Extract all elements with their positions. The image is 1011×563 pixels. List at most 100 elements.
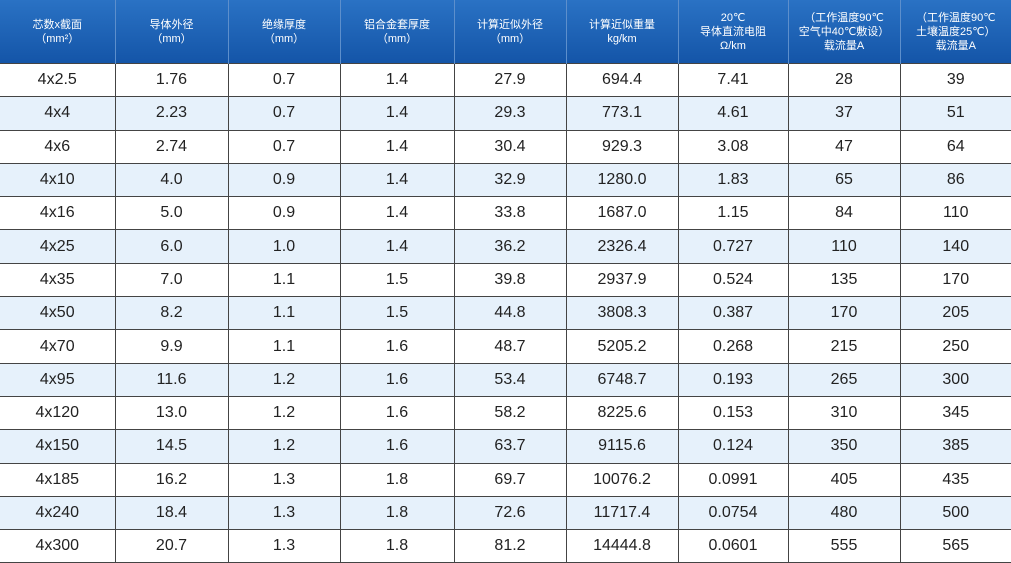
table-cell: 4x25: [0, 229, 116, 264]
table-cell: 310: [787, 395, 901, 431]
table-cell: 1.3: [227, 495, 341, 531]
table-cell: 3808.3: [565, 296, 679, 331]
header-cell: 计算近似外径 （mm）: [453, 0, 566, 64]
table-cell: 32.9: [453, 162, 567, 198]
table-cell: 7.41: [677, 62, 789, 98]
table-cell: 28: [787, 62, 901, 98]
table-cell: 4x95: [0, 362, 116, 397]
table-cell: 0.7: [227, 129, 341, 164]
table-cell: 64: [899, 129, 1011, 164]
table-cell: 0.727: [677, 229, 789, 264]
table-cell: 58.2: [453, 395, 567, 431]
header-line: 载流量A: [823, 39, 865, 52]
table-cell: 1.3: [227, 529, 341, 563]
table-cell: 1.6: [339, 362, 455, 397]
table-cell: 4x10: [0, 162, 116, 198]
header-line: 芯数x截面: [32, 18, 83, 31]
table-cell: 345: [899, 395, 1011, 431]
table-cell: 140: [899, 229, 1011, 264]
table-cell: 69.7: [453, 462, 567, 497]
table-cell: 4.0: [114, 162, 229, 198]
table-cell: 4x120: [0, 395, 116, 431]
table-cell: 5.0: [114, 196, 229, 231]
table-row: 4x300 20.7 1.3 1.8 81.2 14444.8 0.0601 555 565: [0, 529, 1011, 563]
header-line: kg/km: [607, 32, 637, 45]
header-line: 载流量A: [935, 39, 976, 52]
table-cell: 0.9: [227, 196, 341, 231]
table-cell: 1.6: [339, 429, 455, 464]
table-row: 4x185 16.2 1.3 1.8 69.7 10076.2 0.0991 405 435: [0, 462, 1011, 497]
table-cell: 1.8: [339, 495, 455, 531]
table-cell: 53.4: [453, 362, 567, 397]
table-cell: 1.0: [227, 229, 341, 264]
table-cell: 1.4: [339, 229, 455, 264]
table-cell: 435: [899, 462, 1011, 497]
table-row: 4x240 18.4 1.3 1.8 72.6 11717.4 0.0754 480 500: [0, 495, 1011, 531]
table-cell: 4x185: [0, 462, 116, 497]
table-cell: 405: [787, 462, 901, 497]
header-cell: 计算近似重量 kg/km: [565, 0, 678, 64]
header-cell: 20℃ 导体直流电阻 Ω/km: [677, 0, 788, 64]
table-cell: 4x240: [0, 495, 116, 531]
table-cell: 11717.4: [565, 495, 679, 531]
table-cell: 2.74: [114, 129, 229, 164]
header-cell: （工作温度90℃ 空气中40℃敷设） 载流量A: [787, 0, 900, 64]
header-cell: 导体外径 （mm）: [114, 0, 228, 64]
table-cell: 4x4: [0, 96, 116, 131]
table-cell: 9115.6: [565, 429, 679, 464]
table-row: 4x10 4.0 0.9 1.4 32.9 1280.0 1.83 65 86: [0, 162, 1011, 198]
table-cell: 1.6: [339, 329, 455, 364]
header-cell: （工作温度90℃ 土壤温度25℃） 载流量A: [899, 0, 1011, 64]
table-cell: 6748.7: [565, 362, 679, 397]
header-line: 导体外径: [149, 18, 194, 31]
table-cell: 300: [899, 362, 1011, 397]
table-row: 4x6 2.74 0.7 1.4 30.4 929.3 3.08 47 64: [0, 129, 1011, 164]
table-cell: 1.1: [227, 296, 341, 331]
table-cell: 47: [787, 129, 901, 164]
table-cell: 1.2: [227, 362, 341, 397]
table-cell: 694.4: [565, 62, 679, 98]
table-cell: 215: [787, 329, 901, 364]
table-cell: 1.5: [339, 296, 455, 331]
table-cell: 81.2: [453, 529, 567, 563]
table-row: 4x70 9.9 1.1 1.6 48.7 5205.2 0.268 215 250: [0, 329, 1011, 364]
table-cell: 10076.2: [565, 462, 679, 497]
table-cell: 1.5: [339, 262, 455, 298]
table-row: 4x4 2.23 0.7 1.4 29.3 773.1 4.61 37 51: [0, 96, 1011, 131]
table-body: 4x2.5 1.76 0.7 1.4 27.9 694.4 7.41 28 39 4x4 2.23 0…: [0, 62, 1011, 563]
table-row: 4x35 7.0 1.1 1.5 39.8 2937.9 0.524 135 170: [0, 262, 1011, 298]
header-line: 空气中40℃敷设）: [798, 25, 890, 38]
table-header: 芯数x截面 （mm²） 导体外径 （mm） 绝缘厚度 （mm） 铝合金套厚度 （mm） 计算近似…: [0, 0, 1011, 64]
table-row: 4x25 6.0 1.0 1.4 36.2 2326.4 0.727 110 140: [0, 229, 1011, 264]
header-cell: 绝缘厚度 （mm）: [227, 0, 340, 64]
table-cell: 4x150: [0, 429, 116, 464]
table-cell: 1.1: [227, 262, 341, 298]
table-cell: 84: [787, 196, 901, 231]
table-cell: 1.15: [677, 196, 789, 231]
table-cell: 13.0: [114, 395, 229, 431]
table-cell: 0.7: [227, 62, 341, 98]
table-cell: 265: [787, 362, 901, 397]
table-cell: 0.0754: [677, 495, 789, 531]
table-cell: 4x300: [0, 529, 116, 563]
table-cell: 37: [787, 96, 901, 131]
table-cell: 0.7: [227, 96, 341, 131]
table-cell: 1.2: [227, 395, 341, 431]
table-cell: 29.3: [453, 96, 567, 131]
table-cell: 1280.0: [565, 162, 679, 198]
table-cell: 350: [787, 429, 901, 464]
table-cell: 8225.6: [565, 395, 679, 431]
table-cell: 1.83: [677, 162, 789, 198]
table-cell: 51: [899, 96, 1011, 131]
table-cell: 86: [899, 162, 1011, 198]
table-cell: 0.0601: [677, 529, 789, 563]
header-line: （mm）: [151, 32, 192, 45]
table-cell: 1687.0: [565, 196, 679, 231]
table-row: 4x150 14.5 1.2 1.6 63.7 9115.6 0.124 350 385: [0, 429, 1011, 464]
table-cell: 11.6: [114, 362, 229, 397]
table-cell: 170: [787, 296, 901, 331]
table-cell: 4x70: [0, 329, 116, 364]
header-line: （mm）: [489, 32, 531, 45]
